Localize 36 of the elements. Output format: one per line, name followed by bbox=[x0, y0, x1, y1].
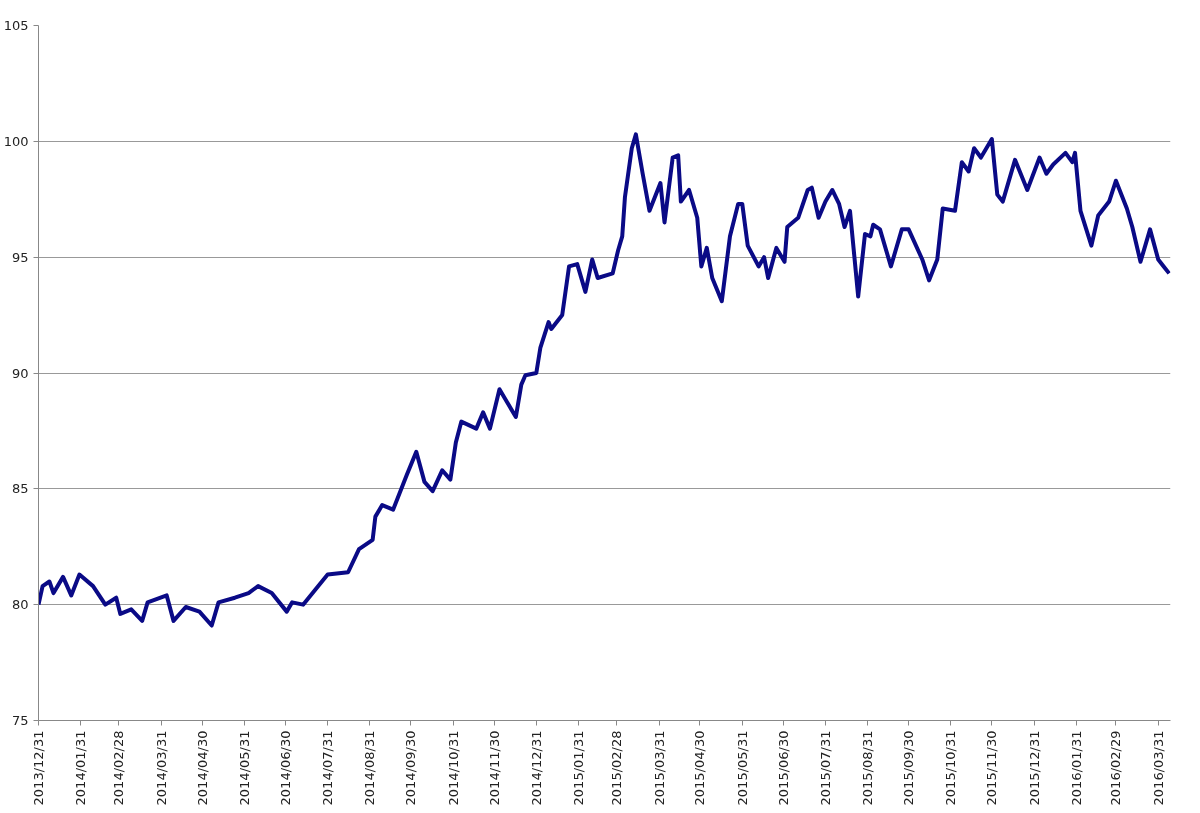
x-tick-label: 2016/02/29 bbox=[1108, 730, 1124, 806]
x-tick-label: 2014/08/31 bbox=[362, 730, 378, 806]
x-tick-label: 2015/02/28 bbox=[609, 730, 625, 806]
line-series bbox=[38, 132, 1171, 628]
y-tick-label: 95 bbox=[11, 249, 29, 265]
x-tick-label: 2015/06/30 bbox=[775, 730, 791, 806]
x-tick-label: 2014/01/31 bbox=[73, 730, 89, 806]
x-tick-label: 2014/03/31 bbox=[153, 730, 169, 806]
x-tick-label: 2014/10/31 bbox=[445, 730, 461, 806]
x-tick-label: 2015/05/31 bbox=[734, 730, 750, 806]
x-tick-label: 2015/03/31 bbox=[651, 730, 667, 806]
x-tick-label: 2015/09/30 bbox=[901, 730, 917, 806]
x-tick-label: 2015/12/31 bbox=[1026, 730, 1042, 806]
y-tick-label: 75 bbox=[11, 713, 29, 728]
x-tick-label: 2015/07/31 bbox=[817, 730, 833, 806]
x-tick-label: 2015/01/31 bbox=[571, 730, 587, 806]
x-tick-label: 2015/10/31 bbox=[943, 730, 959, 806]
x-tick-label: 2014/06/30 bbox=[277, 730, 293, 806]
x-tick-label: 2015/04/30 bbox=[692, 730, 708, 806]
x-tick-label: 2014/04/30 bbox=[194, 730, 210, 806]
y-tick-label: 85 bbox=[11, 481, 29, 497]
x-tick-label: 2013/12/31 bbox=[31, 730, 46, 806]
y-tick-label: 80 bbox=[11, 597, 29, 613]
x-tick-label: 2015/11/30 bbox=[984, 730, 1000, 806]
x-tick-label: 2014/11/30 bbox=[486, 730, 502, 806]
x-tick-label: 2015/08/31 bbox=[860, 730, 876, 806]
y-tick-label: 105 bbox=[3, 18, 29, 33]
x-tick-label: 2014/09/30 bbox=[403, 730, 419, 806]
x-tick-label: 2014/12/31 bbox=[528, 730, 544, 806]
x-tick-label: 2016/01/31 bbox=[1068, 730, 1084, 806]
x-tick-label: 2014/07/31 bbox=[320, 730, 336, 806]
x-tick-label: 2014/02/28 bbox=[111, 730, 127, 806]
x-tick-label: 2014/05/31 bbox=[236, 730, 252, 806]
y-tick-label: 100 bbox=[3, 133, 29, 149]
x-tick-label: 2016/03/31 bbox=[1150, 730, 1166, 806]
y-tick-label: 90 bbox=[11, 365, 29, 381]
